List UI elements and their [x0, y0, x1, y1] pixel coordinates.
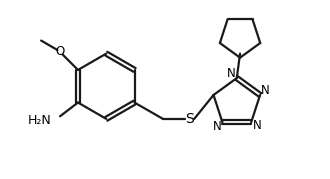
Text: O: O [55, 45, 65, 59]
Text: N: N [227, 67, 236, 80]
Text: N: N [253, 119, 261, 132]
Text: H₂N: H₂N [28, 114, 52, 127]
Text: N: N [213, 120, 221, 133]
Text: S: S [185, 112, 194, 126]
Text: N: N [261, 84, 270, 97]
